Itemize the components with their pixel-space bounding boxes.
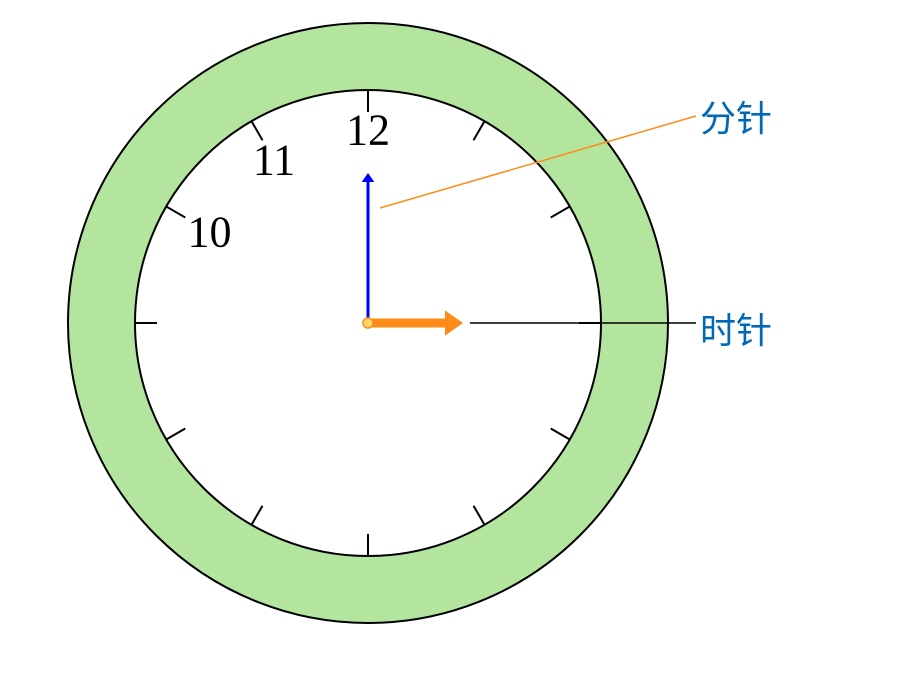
clock-number-11: 11 xyxy=(253,135,295,186)
clock-number-10: 10 xyxy=(188,206,232,257)
clock-svg xyxy=(0,0,920,690)
clock-diagram: 分针 时针 12 11 10 xyxy=(0,0,920,690)
clock-number-12: 12 xyxy=(346,105,390,156)
hour-hand-label: 时针 xyxy=(700,302,772,354)
minute-hand-label: 分针 xyxy=(700,90,772,142)
